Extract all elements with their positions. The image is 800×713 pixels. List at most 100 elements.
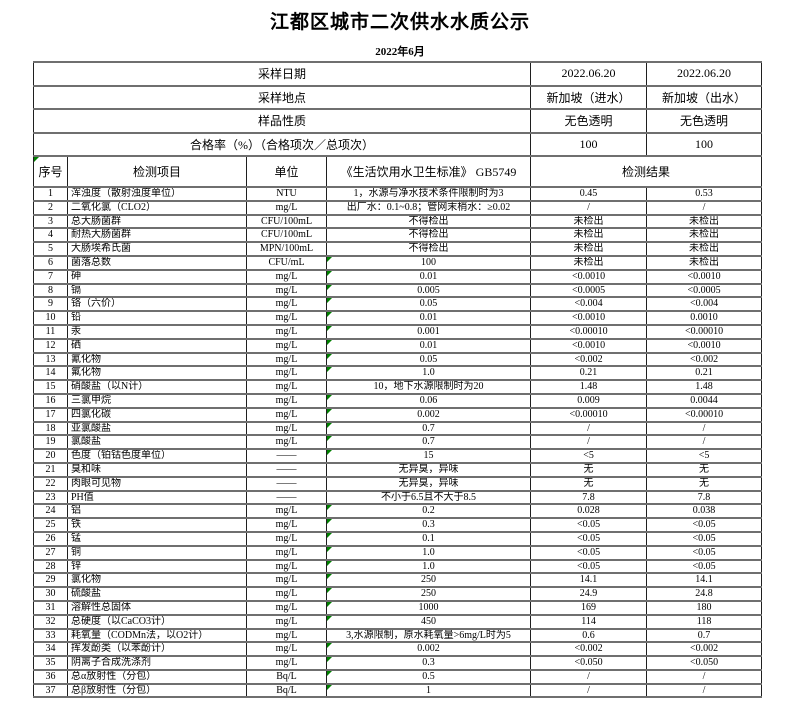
row-standard: 1 <box>325 682 532 699</box>
row-result-outlet: 24.8 <box>646 586 763 602</box>
row-standard: 250 <box>325 586 532 602</box>
row-result-outlet: <0.0005 <box>646 282 763 299</box>
row-standard: 0.05 <box>325 296 532 313</box>
table-row: 5 大肠埃希氏菌 MPN/100mL 不得检出 未检出 未检出 <box>33 241 763 257</box>
row-no: 9 <box>33 296 68 313</box>
row-result-inlet: 169 <box>530 599 648 616</box>
info-row-pass-rate: 合格率（%）（合格项次／总项次） 100 100 <box>32 131 763 157</box>
row-item: 铬（六价） <box>67 296 247 313</box>
row-item: 总α放射性（分包） <box>67 668 247 685</box>
row-result-outlet: / <box>646 682 763 699</box>
row-result-outlet: <0.0010 <box>646 268 763 285</box>
info-row-sample-nature: 样品性质 无色透明 无色透明 <box>32 108 763 134</box>
row-item: 铝 <box>67 503 247 520</box>
row-unit: mg/L <box>246 544 327 561</box>
row-result-outlet: <0.0010 <box>646 337 763 354</box>
row-unit: mg/L <box>246 627 327 644</box>
row-item: 浑浊度（散射浊度单位） <box>67 186 247 202</box>
row-result-outlet: / <box>646 668 763 685</box>
row-result-inlet: 未检出 <box>530 241 648 257</box>
row-unit: mg/L <box>246 392 327 409</box>
info-value-outlet: 100 <box>646 131 763 157</box>
table-row: 2 二氧化氯（CLO2） mg/L 出厂水：0.1~0.8；管网末梢水：≥0.0… <box>33 199 763 216</box>
row-no: 29 <box>33 572 68 589</box>
table-row: 18 亚氯酸盐 mg/L 0.7 / / <box>33 420 763 437</box>
row-no: 4 <box>33 227 68 244</box>
row-result-inlet: <0.0010 <box>530 268 648 285</box>
row-result-inlet: <0.0010 <box>530 310 648 326</box>
table-row: 32 总硬度（以CaCO3计） mg/L 450 114 118 <box>33 613 763 630</box>
water-quality-table: 采样日期 2022.06.20 2022.06.20 采样地点 新加坡（进水） … <box>32 61 763 699</box>
row-result-outlet: 0.21 <box>646 365 763 382</box>
row-item: 二氧化氯（CLO2） <box>67 199 247 216</box>
row-no: 34 <box>33 641 68 658</box>
row-unit: mg/L <box>246 323 327 340</box>
row-result-outlet: 7.8 <box>646 489 763 506</box>
row-standard: 0.3 <box>325 655 532 671</box>
row-result-outlet: 未检出 <box>646 227 763 244</box>
row-result-inlet: <0.05 <box>530 558 648 575</box>
table-row: 24 铝 mg/L 0.2 0.028 0.038 <box>33 503 763 520</box>
info-value-outlet: 2022.06.20 <box>646 61 763 87</box>
row-item: 总大肠菌群 <box>67 213 247 230</box>
row-no: 21 <box>33 461 68 478</box>
row-result-inlet: <0.004 <box>530 296 648 313</box>
row-result-outlet: <0.00010 <box>646 406 763 423</box>
table-row: 14 氟化物 mg/L 1.0 0.21 0.21 <box>33 365 763 382</box>
row-unit: —— <box>246 461 327 478</box>
row-unit: mg/L <box>246 365 327 382</box>
row-result-outlet: <0.05 <box>646 530 763 547</box>
row-no: 31 <box>33 599 68 616</box>
table-row: 28 锌 mg/L 1.0 <0.05 <0.05 <box>33 558 763 575</box>
row-result-inlet: <0.05 <box>530 530 648 547</box>
row-no: 25 <box>33 517 68 533</box>
row-result-outlet: 1.48 <box>646 379 763 395</box>
row-result-outlet: / <box>646 199 763 216</box>
row-unit: mg/L <box>246 310 327 326</box>
row-result-inlet: 1.48 <box>530 379 648 395</box>
row-result-inlet: / <box>530 682 648 699</box>
row-standard: 1000 <box>325 599 532 616</box>
row-item: 总硬度（以CaCO3计） <box>67 613 247 630</box>
table-row: 34 挥发酚类（以苯酚计） mg/L 0.002 <0.002 <0.002 <box>33 641 763 658</box>
row-result-inlet: / <box>530 420 648 437</box>
row-standard: 不得检出 <box>325 227 532 244</box>
row-no: 33 <box>33 627 68 644</box>
row-result-outlet: 0.7 <box>646 627 763 644</box>
table-row: 23 PH值 —— 不小于6.5且不大于8.5 7.8 7.8 <box>33 489 763 506</box>
row-standard: 0.7 <box>325 420 532 437</box>
row-unit: mg/L <box>246 503 327 520</box>
row-result-inlet: <5 <box>530 448 648 464</box>
row-no: 27 <box>33 544 68 561</box>
row-item: 臭和味 <box>67 461 247 478</box>
row-result-outlet: 0.038 <box>646 503 763 520</box>
row-no: 23 <box>33 489 68 506</box>
row-result-outlet: / <box>646 434 763 451</box>
row-unit: NTU <box>246 186 327 202</box>
row-no: 36 <box>33 668 68 685</box>
row-unit: mg/L <box>246 420 327 437</box>
row-unit: Bq/L <box>246 668 327 685</box>
row-unit: mg/L <box>246 599 327 616</box>
row-standard: 出厂水：0.1~0.8；管网末梢水：≥0.02 <box>325 199 532 216</box>
row-result-outlet: <0.004 <box>646 296 763 313</box>
row-item: 锰 <box>67 530 247 547</box>
row-unit: —— <box>246 489 327 506</box>
row-standard: 0.06 <box>325 392 532 409</box>
table-row: 16 三氯甲烷 mg/L 0.06 0.009 0.0044 <box>33 392 763 409</box>
table-row: 21 臭和味 —— 无异臭，异味 无 无 <box>33 461 763 478</box>
row-item: 大肠埃希氏菌 <box>67 241 247 257</box>
row-result-outlet: <0.00010 <box>646 323 763 340</box>
row-standard: 1.0 <box>325 544 532 561</box>
row-result-inlet: 0.6 <box>530 627 648 644</box>
row-result-outlet: <0.002 <box>646 351 763 368</box>
row-item: 溶解性总固体 <box>67 599 247 616</box>
row-result-inlet: 0.009 <box>530 392 648 409</box>
row-no: 22 <box>33 475 68 492</box>
row-unit: mg/L <box>246 351 327 368</box>
row-result-outlet: 未检出 <box>646 213 763 230</box>
row-no: 35 <box>33 655 68 671</box>
row-unit: mg/L <box>246 337 327 354</box>
row-unit: —— <box>246 475 327 492</box>
row-unit: mg/L <box>246 282 327 299</box>
